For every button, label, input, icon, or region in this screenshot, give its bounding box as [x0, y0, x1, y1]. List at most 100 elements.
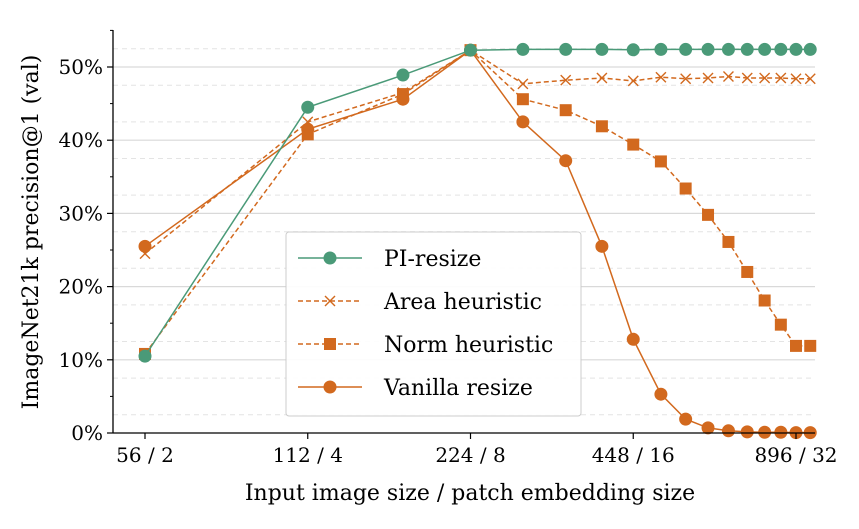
data-point-pi-resize — [758, 42, 772, 56]
y-tick-label: 30% — [59, 201, 103, 225]
data-point-vanilla-resize — [595, 239, 609, 253]
data-point-area-heuristic-stroke — [560, 74, 572, 86]
data-point-area-heuristic-stroke — [741, 72, 753, 84]
data-point-pi-resize — [559, 42, 573, 56]
data-point-area-heuristic — [775, 72, 787, 84]
data-point-area-heuristic-stroke — [139, 248, 151, 260]
legend-label-vanilla-resize: Vanilla resize — [383, 376, 533, 401]
x-axis-label: Input image size / patch embedding size — [245, 481, 695, 506]
data-point-norm-heuristic — [595, 120, 608, 133]
legend-label-area-heuristic: Area heuristic — [383, 290, 542, 315]
data-point-area-heuristic-stroke — [790, 73, 802, 85]
data-point-pi-resize — [516, 42, 530, 56]
data-point-norm-heuristic — [702, 208, 715, 221]
data-point-norm-heuristic — [627, 138, 640, 151]
data-point-area-heuristic-stroke — [804, 73, 816, 85]
x-tick-label: 56 / 2 — [116, 443, 174, 467]
data-point-area-heuristic — [722, 71, 734, 83]
tick-labels: 0% 10% 20% 30% 40% 50% 56 / 2 112 / 4 224 / 8 448… — [59, 29, 838, 467]
data-point-area-heuristic — [680, 73, 692, 85]
data-point-area-heuristic — [517, 78, 529, 90]
x-tick-label: 896 / 32 — [754, 443, 837, 467]
x-tick-label: 448 / 16 — [592, 443, 675, 467]
data-point-area-heuristic — [702, 72, 714, 84]
data-point-norm-heuristic — [654, 155, 667, 168]
x-tick-label: 112 / 4 — [273, 443, 343, 467]
legend-entry-norm-heuristic: Norm heuristic — [298, 333, 553, 358]
data-point-norm-heuristic — [301, 128, 314, 141]
legend-entry-pi-resize: PI-resize — [298, 247, 481, 272]
axes — [112, 30, 815, 434]
series-line-area-heuristic — [144, 49, 811, 255]
data-point-pi-resize — [595, 42, 609, 56]
data-point-vanilla-resize — [701, 421, 715, 435]
data-point-area-heuristic-stroke — [655, 71, 667, 83]
data-point-area-heuristic-stroke — [596, 72, 608, 84]
legend-entry-area-heuristic: Area heuristic — [298, 290, 542, 315]
data-point-pi-resize — [721, 42, 735, 56]
data-point-vanilla-resize — [758, 425, 772, 439]
data-point-area-heuristic-stroke — [517, 78, 529, 90]
data-point-vanilla-resize — [559, 154, 573, 168]
y-axis-label: ImageNet21k precision@1 (val) — [19, 55, 44, 410]
data-point-norm-heuristic — [396, 88, 409, 101]
legend-box — [285, 231, 582, 417]
data-point-pi-resize — [740, 42, 754, 56]
data-point-pi-resize — [138, 349, 152, 363]
data-point-pi-resize — [701, 42, 715, 56]
y-tick-label: 50% — [59, 55, 103, 79]
data-point-pi-resize — [774, 42, 788, 56]
data-point-norm-heuristic — [741, 265, 754, 278]
data-point-vanilla-resize — [774, 425, 788, 439]
data-point-area-heuristic-stroke — [680, 73, 692, 85]
legend-marker-area-heuristic — [324, 295, 336, 307]
data-point-area-heuristic-stroke — [702, 72, 714, 84]
data-point-norm-heuristic — [559, 104, 572, 117]
series-pi-resize — [138, 42, 817, 363]
y-tick-label: 40% — [59, 128, 103, 152]
data-point-area-heuristic — [627, 75, 639, 87]
legend: PI-resize Area heuristic Norm heuristic Van… — [285, 231, 582, 417]
data-point-norm-heuristic — [774, 318, 787, 331]
data-point-area-heuristic — [790, 73, 802, 85]
data-point-area-heuristic — [397, 87, 409, 99]
data-point-norm-heuristic — [722, 235, 735, 248]
data-point-norm-heuristic — [804, 339, 817, 352]
legend-marker-area-heuristic-stroke — [324, 295, 336, 307]
y-tick-label: 0% — [71, 421, 103, 445]
data-point-area-heuristic — [759, 72, 771, 84]
series-layer — [138, 42, 817, 440]
data-point-norm-heuristic — [790, 339, 802, 352]
data-point-area-heuristic — [655, 71, 667, 83]
data-point-pi-resize — [789, 42, 803, 56]
legend-marker-pi-resize — [323, 251, 337, 265]
data-point-pi-resize — [803, 42, 817, 56]
y-tick-label: 10% — [59, 348, 103, 372]
series-area-heuristic — [139, 44, 816, 260]
data-point-norm-heuristic — [516, 93, 529, 106]
data-point-vanilla-resize — [740, 425, 754, 439]
legend-label-norm-heuristic: Norm heuristic — [384, 333, 553, 358]
data-point-pi-resize — [654, 42, 668, 56]
data-point-vanilla-resize — [721, 424, 735, 438]
data-point-norm-heuristic — [758, 294, 771, 307]
data-point-area-heuristic — [139, 248, 151, 260]
data-point-area-heuristic-stroke — [722, 71, 734, 83]
legend-label-pi-resize: PI-resize — [384, 247, 481, 272]
data-point-area-heuristic — [596, 72, 608, 84]
legend-entry-vanilla-resize: Vanilla resize — [298, 376, 533, 401]
data-point-area-heuristic-stroke — [759, 72, 771, 84]
data-point-pi-resize — [464, 43, 477, 57]
y-tick-label: 20% — [59, 275, 103, 299]
legend-marker-vanilla-resize — [323, 380, 337, 394]
data-point-area-heuristic-stroke — [775, 72, 787, 84]
data-point-vanilla-resize — [516, 115, 530, 129]
data-point-vanilla-resize — [654, 387, 668, 401]
data-point-area-heuristic-stroke — [397, 87, 409, 99]
data-point-vanilla-resize — [138, 239, 152, 253]
data-point-pi-resize — [301, 100, 315, 114]
data-point-pi-resize — [626, 43, 640, 57]
legend-marker-norm-heuristic — [324, 338, 336, 350]
data-point-vanilla-resize — [679, 412, 693, 426]
